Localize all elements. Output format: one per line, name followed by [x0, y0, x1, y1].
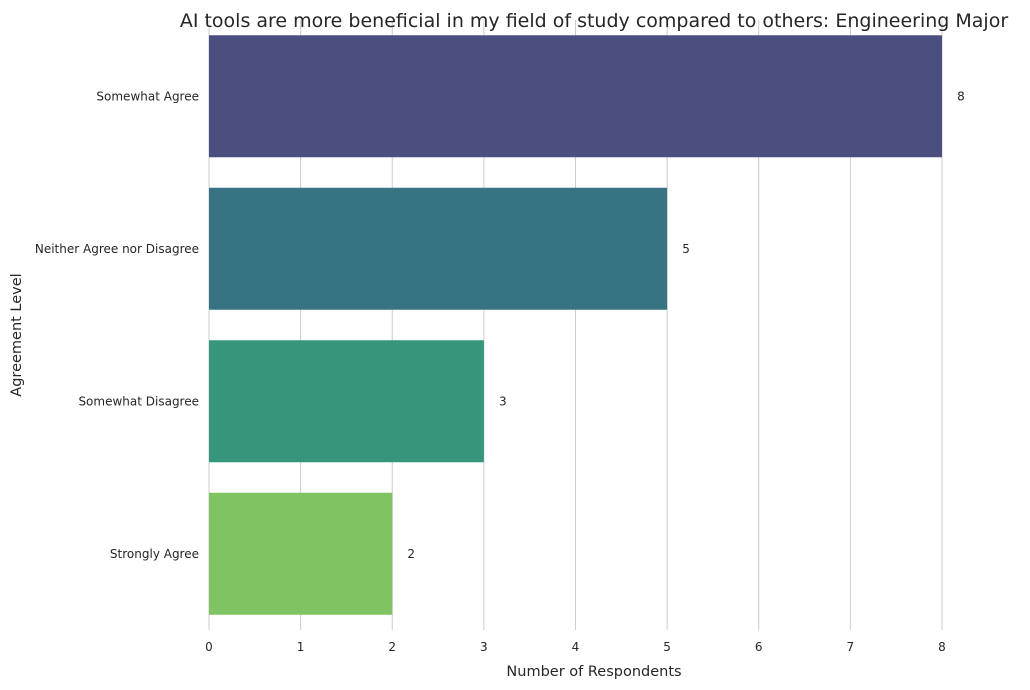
x-tick-label: 8 [938, 640, 946, 654]
data-label: 3 [499, 394, 507, 408]
x-tick-label: 7 [847, 640, 855, 654]
bar [209, 35, 942, 158]
x-tick-label: 2 [388, 640, 396, 654]
y-tick-label: Strongly Agree [110, 547, 199, 561]
y-tick-label: Somewhat Disagree [78, 394, 199, 408]
x-tick-label: 5 [663, 640, 671, 654]
x-axis-label: Number of Respondents [506, 664, 681, 680]
chart-title: AI tools are more beneficial in my field… [180, 10, 1009, 32]
x-tick-label: 3 [480, 640, 488, 654]
data-label: 8 [957, 89, 965, 103]
data-label: 2 [407, 547, 415, 561]
bar [209, 340, 484, 463]
y-tick-label: Neither Agree nor Disagree [35, 242, 199, 256]
bar-layer [209, 35, 942, 615]
x-tick-label: 1 [297, 640, 305, 654]
data-label: 5 [682, 242, 690, 256]
bar [209, 187, 668, 310]
label-layer: 0 1 2 3 4 5 6 7 8 Somewhat Agree 8 Neither Agree no… [35, 89, 965, 654]
y-tick-label: Somewhat Agree [96, 89, 199, 103]
x-tick-label: 6 [755, 640, 763, 654]
x-tick-label: 4 [572, 640, 580, 654]
x-tick-label: 0 [205, 640, 213, 654]
y-axis-label: Agreement Level [9, 273, 25, 396]
bar [209, 492, 393, 615]
